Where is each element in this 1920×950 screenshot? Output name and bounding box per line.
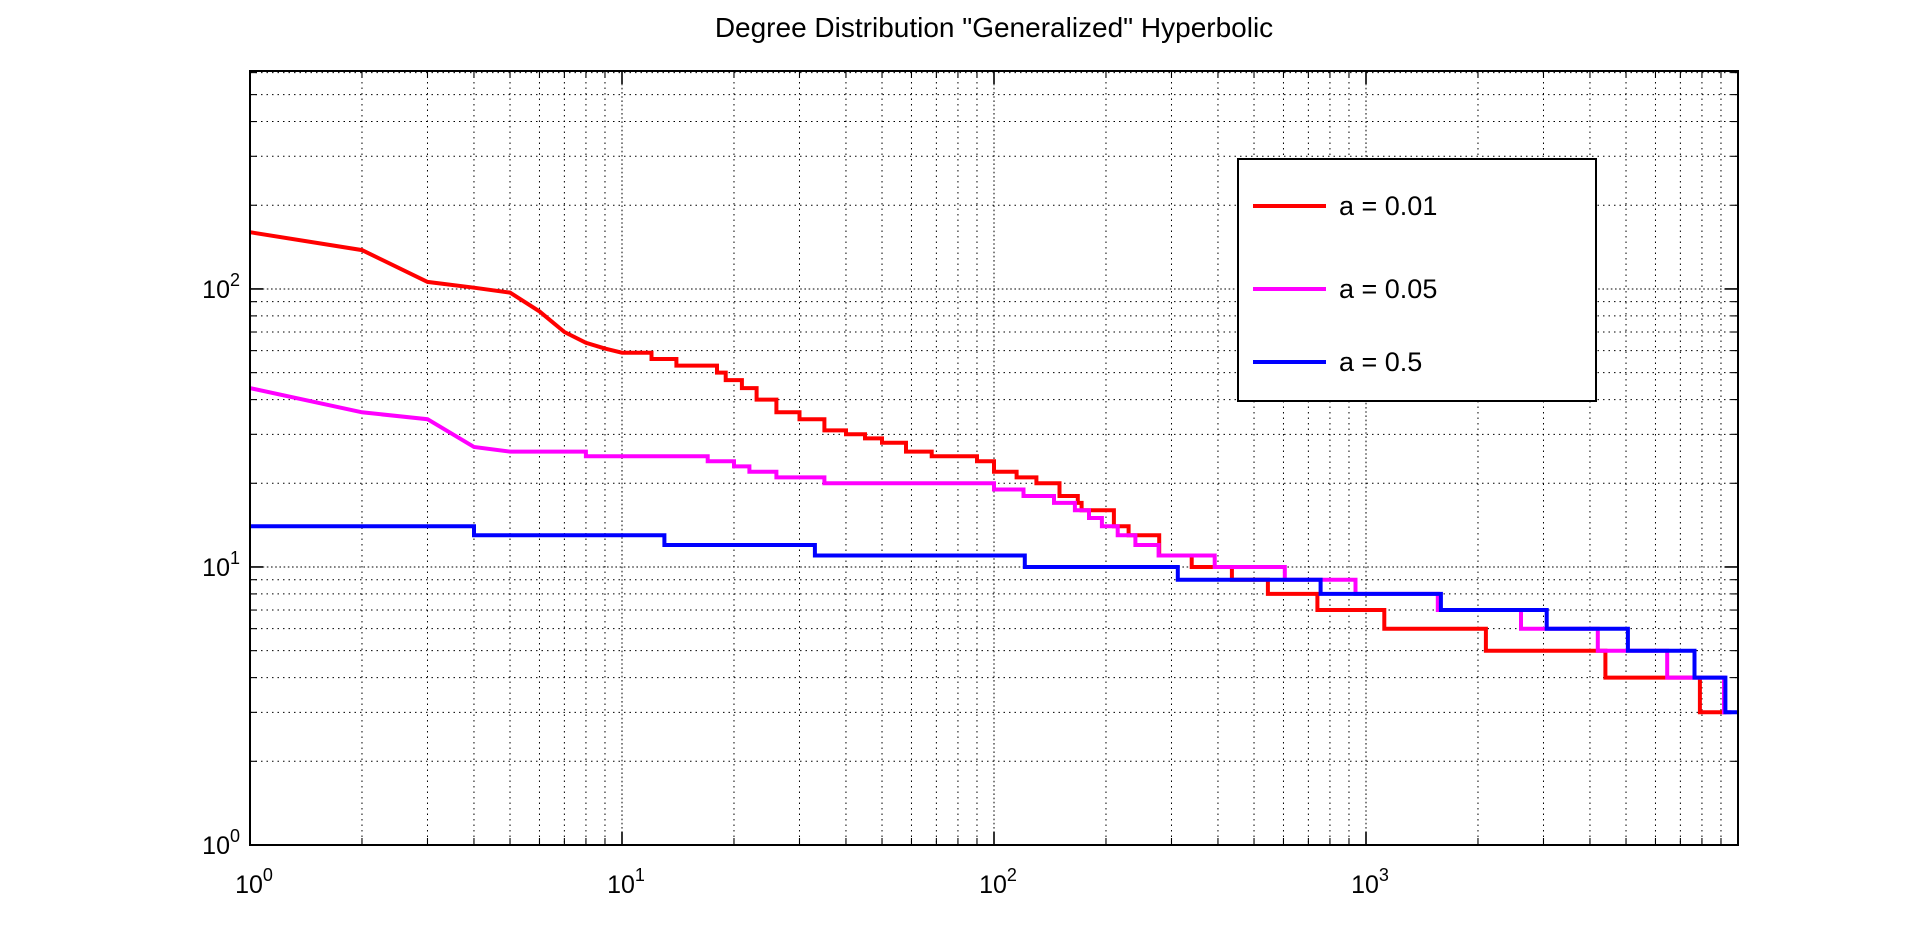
legend-entry: a = 0.01 [1253, 189, 1437, 223]
legend-entry: a = 0.05 [1253, 272, 1437, 306]
y-tick-label: 100 [202, 826, 240, 860]
series [249, 230, 1738, 715]
series-a=0.05 [249, 386, 1732, 715]
legend-line-sample-blue [1253, 360, 1326, 364]
y-tick-label: 102 [202, 270, 240, 304]
y-tick-labels: 100 101 102 [202, 270, 240, 860]
axis-ticks [249, 71, 1739, 846]
x-tick-label: 100 [235, 865, 273, 899]
legend-line-sample-red [1253, 204, 1326, 208]
x-tick-label: 101 [607, 865, 645, 899]
y-tick-label: 101 [202, 548, 240, 582]
legend-label: a = 0.01 [1339, 190, 1438, 221]
legend-label: a = 0.5 [1339, 346, 1423, 377]
x-tick-label: 103 [1351, 865, 1389, 899]
legend-entry: a = 0.5 [1253, 345, 1422, 379]
x-tick-label: 102 [979, 865, 1017, 899]
plot-box [249, 70, 1739, 846]
series-a=0.5 [250, 524, 1738, 715]
chart-title: Degree Distribution "Generalized" Hyperb… [714, 12, 1274, 43]
legend: a = 0.01 a = 0.05 a = 0.5 [1237, 158, 1597, 402]
legend-label: a = 0.05 [1339, 273, 1438, 304]
x-tick-labels: 100 101 102 103 [235, 865, 1389, 899]
legend-line-sample-magenta [1253, 287, 1326, 291]
